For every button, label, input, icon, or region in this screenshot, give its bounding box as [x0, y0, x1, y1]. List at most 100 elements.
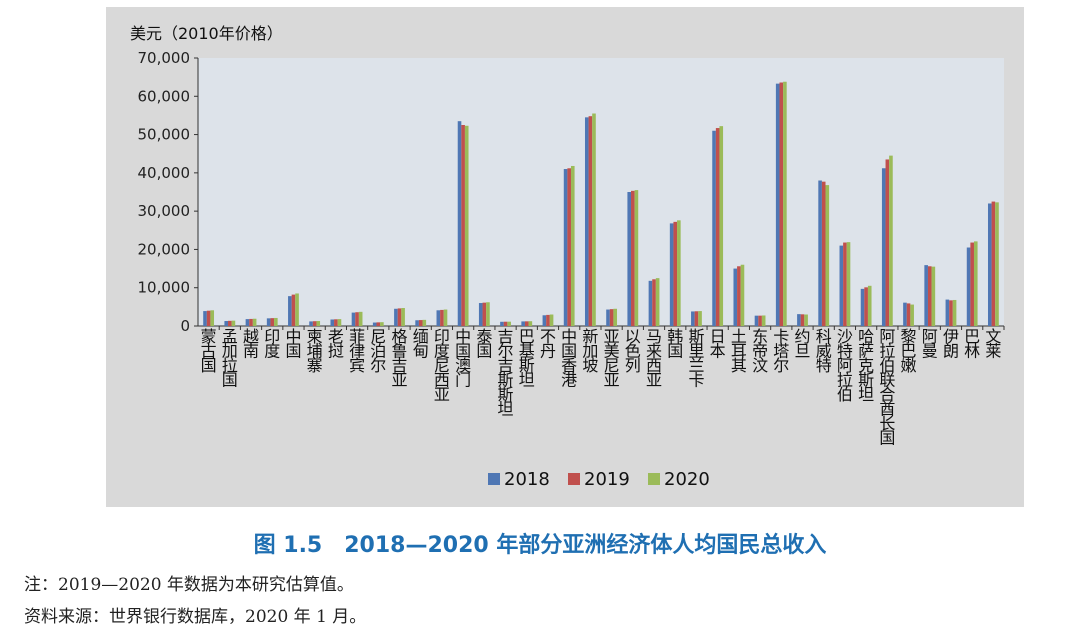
x-tick-label: 文莱	[985, 327, 1001, 361]
x-tick-label: 格鲁吉亚	[391, 327, 407, 390]
bar-2019-25	[737, 266, 741, 326]
bar-2018-22	[669, 223, 674, 326]
bar-2019-8	[376, 322, 381, 326]
x-tick-label: 东帝汶	[752, 327, 768, 375]
y-axis: 0 10,000 20,000 30,000 40,000 50,000 60,000 70,…	[138, 49, 1005, 335]
x-tick-label: 尼泊尔	[370, 327, 386, 375]
bar-2020-6	[337, 319, 342, 326]
x-tick-label: 以色列	[625, 327, 641, 375]
bar-2020-33	[910, 304, 914, 326]
bar-2018-36	[966, 247, 971, 326]
bar-2018-23	[691, 311, 695, 326]
bar-2019-30	[843, 242, 847, 326]
bar-2018-5	[309, 321, 313, 326]
bar-2020-14	[507, 321, 511, 326]
x-tick-label: 新加坡	[582, 327, 598, 375]
bar-2020-25	[740, 264, 745, 326]
x-tick-label: 巴基斯坦	[519, 327, 535, 390]
x-tick-label: 巴林	[964, 327, 980, 361]
bar-2019-2	[249, 318, 253, 326]
bar-2018-2	[245, 319, 250, 326]
bar-2020-29	[825, 185, 830, 326]
x-tick-label: 沙特阿拉伯	[837, 327, 853, 404]
chart-panel: 美元（2010年价格） 0 10,000 20,000 30,000 40,000 50,…	[106, 7, 1024, 507]
legend-swatch-2020	[648, 473, 660, 485]
bar-2020-21	[655, 278, 660, 326]
bar-2020-16	[549, 314, 554, 326]
bar-2019-5	[312, 321, 317, 326]
x-tick-label: 印度	[264, 327, 280, 361]
bar-2019-31	[864, 287, 868, 326]
x-tick-label: 日本	[710, 327, 726, 361]
bar-2018-16	[542, 315, 547, 326]
x-tick-label: 缅甸	[413, 327, 429, 361]
bar-2020-7	[358, 311, 363, 326]
bar-2019-15	[524, 321, 529, 326]
bar-2019-12	[461, 125, 465, 326]
bar-2020-19	[613, 308, 618, 326]
bar-2020-36	[973, 241, 978, 326]
bar-2019-13	[482, 302, 487, 326]
bar-2018-17	[563, 169, 568, 326]
legend-label-2018: 2018	[504, 469, 550, 490]
x-tick-label: 不丹	[540, 327, 556, 361]
bar-2018-19	[606, 309, 610, 326]
bar-2018-9	[394, 308, 398, 326]
bar-2018-33	[903, 302, 907, 326]
figure-note: 注：2019—2020 年数据为本研究估算值。	[24, 575, 354, 595]
bar-2020-20	[634, 190, 639, 326]
x-tick-label: 中国香港	[561, 327, 577, 390]
bar-2018-12	[457, 121, 462, 326]
x-tick-label: 马来西亚	[646, 327, 662, 390]
x-tick-label: 斯里兰卡	[688, 327, 704, 390]
x-tick-label: 阿拉伯联合酋长国	[879, 327, 895, 448]
bar-2019-17	[567, 168, 571, 326]
bar-2019-22	[673, 221, 678, 326]
bar-2018-21	[648, 280, 653, 326]
bar-2018-20	[627, 192, 632, 326]
x-tick-label: 中国	[285, 327, 301, 361]
bar-2019-24	[715, 128, 720, 326]
bars	[203, 81, 999, 327]
bar-2018-0	[203, 311, 207, 326]
legend-swatch-2018	[488, 473, 500, 485]
bar-2019-21	[652, 279, 656, 326]
bar-2019-36	[970, 242, 974, 326]
bar-2018-34	[924, 265, 928, 326]
bar-2019-33	[906, 303, 911, 326]
x-tick-label: 科威特	[816, 327, 832, 375]
bar-2018-35	[945, 299, 950, 326]
bar-2020-8	[380, 322, 384, 326]
bar-2020-18	[592, 113, 596, 326]
bar-2020-23	[698, 311, 702, 326]
bar-2019-26	[758, 315, 762, 326]
bar-2019-19	[609, 309, 614, 326]
bar-2020-35	[952, 299, 957, 326]
bar-2018-29	[818, 180, 822, 326]
x-tick-label: 孟加拉国	[222, 327, 238, 390]
x-tick-label: 黎巴嫩	[901, 327, 917, 375]
bar-2019-37	[991, 201, 996, 326]
bar-2018-10	[415, 320, 419, 326]
bar-2019-18	[588, 116, 593, 326]
bar-2020-13	[486, 302, 490, 326]
bar-2018-15	[521, 321, 525, 326]
bar-2018-11	[436, 310, 441, 326]
y-tick-label: 30,000	[138, 202, 191, 220]
bar-2019-3	[270, 318, 275, 326]
bar-2018-31	[860, 288, 865, 326]
bar-2020-34	[931, 266, 936, 326]
bar-2020-1	[231, 320, 236, 326]
bar-2019-23	[694, 311, 699, 326]
legend-label-2019: 2019	[584, 469, 630, 490]
bar-2020-0	[210, 310, 215, 326]
bar-2019-0	[206, 310, 211, 326]
y-tick-label: 10,000	[138, 279, 191, 297]
x-tick-label: 阿曼	[922, 327, 938, 361]
x-axis: 蒙古国孟加拉国越南印度中国柬埔寨老挝菲律宾尼泊尔格鲁吉亚缅甸印度尼西亚中国澳门泰…	[201, 327, 1002, 448]
bar-2018-26	[754, 315, 759, 326]
bar-2020-37	[995, 202, 999, 326]
bar-2019-1	[228, 320, 232, 326]
x-tick-label: 中国澳门	[455, 327, 471, 390]
bar-2020-3	[274, 317, 278, 326]
